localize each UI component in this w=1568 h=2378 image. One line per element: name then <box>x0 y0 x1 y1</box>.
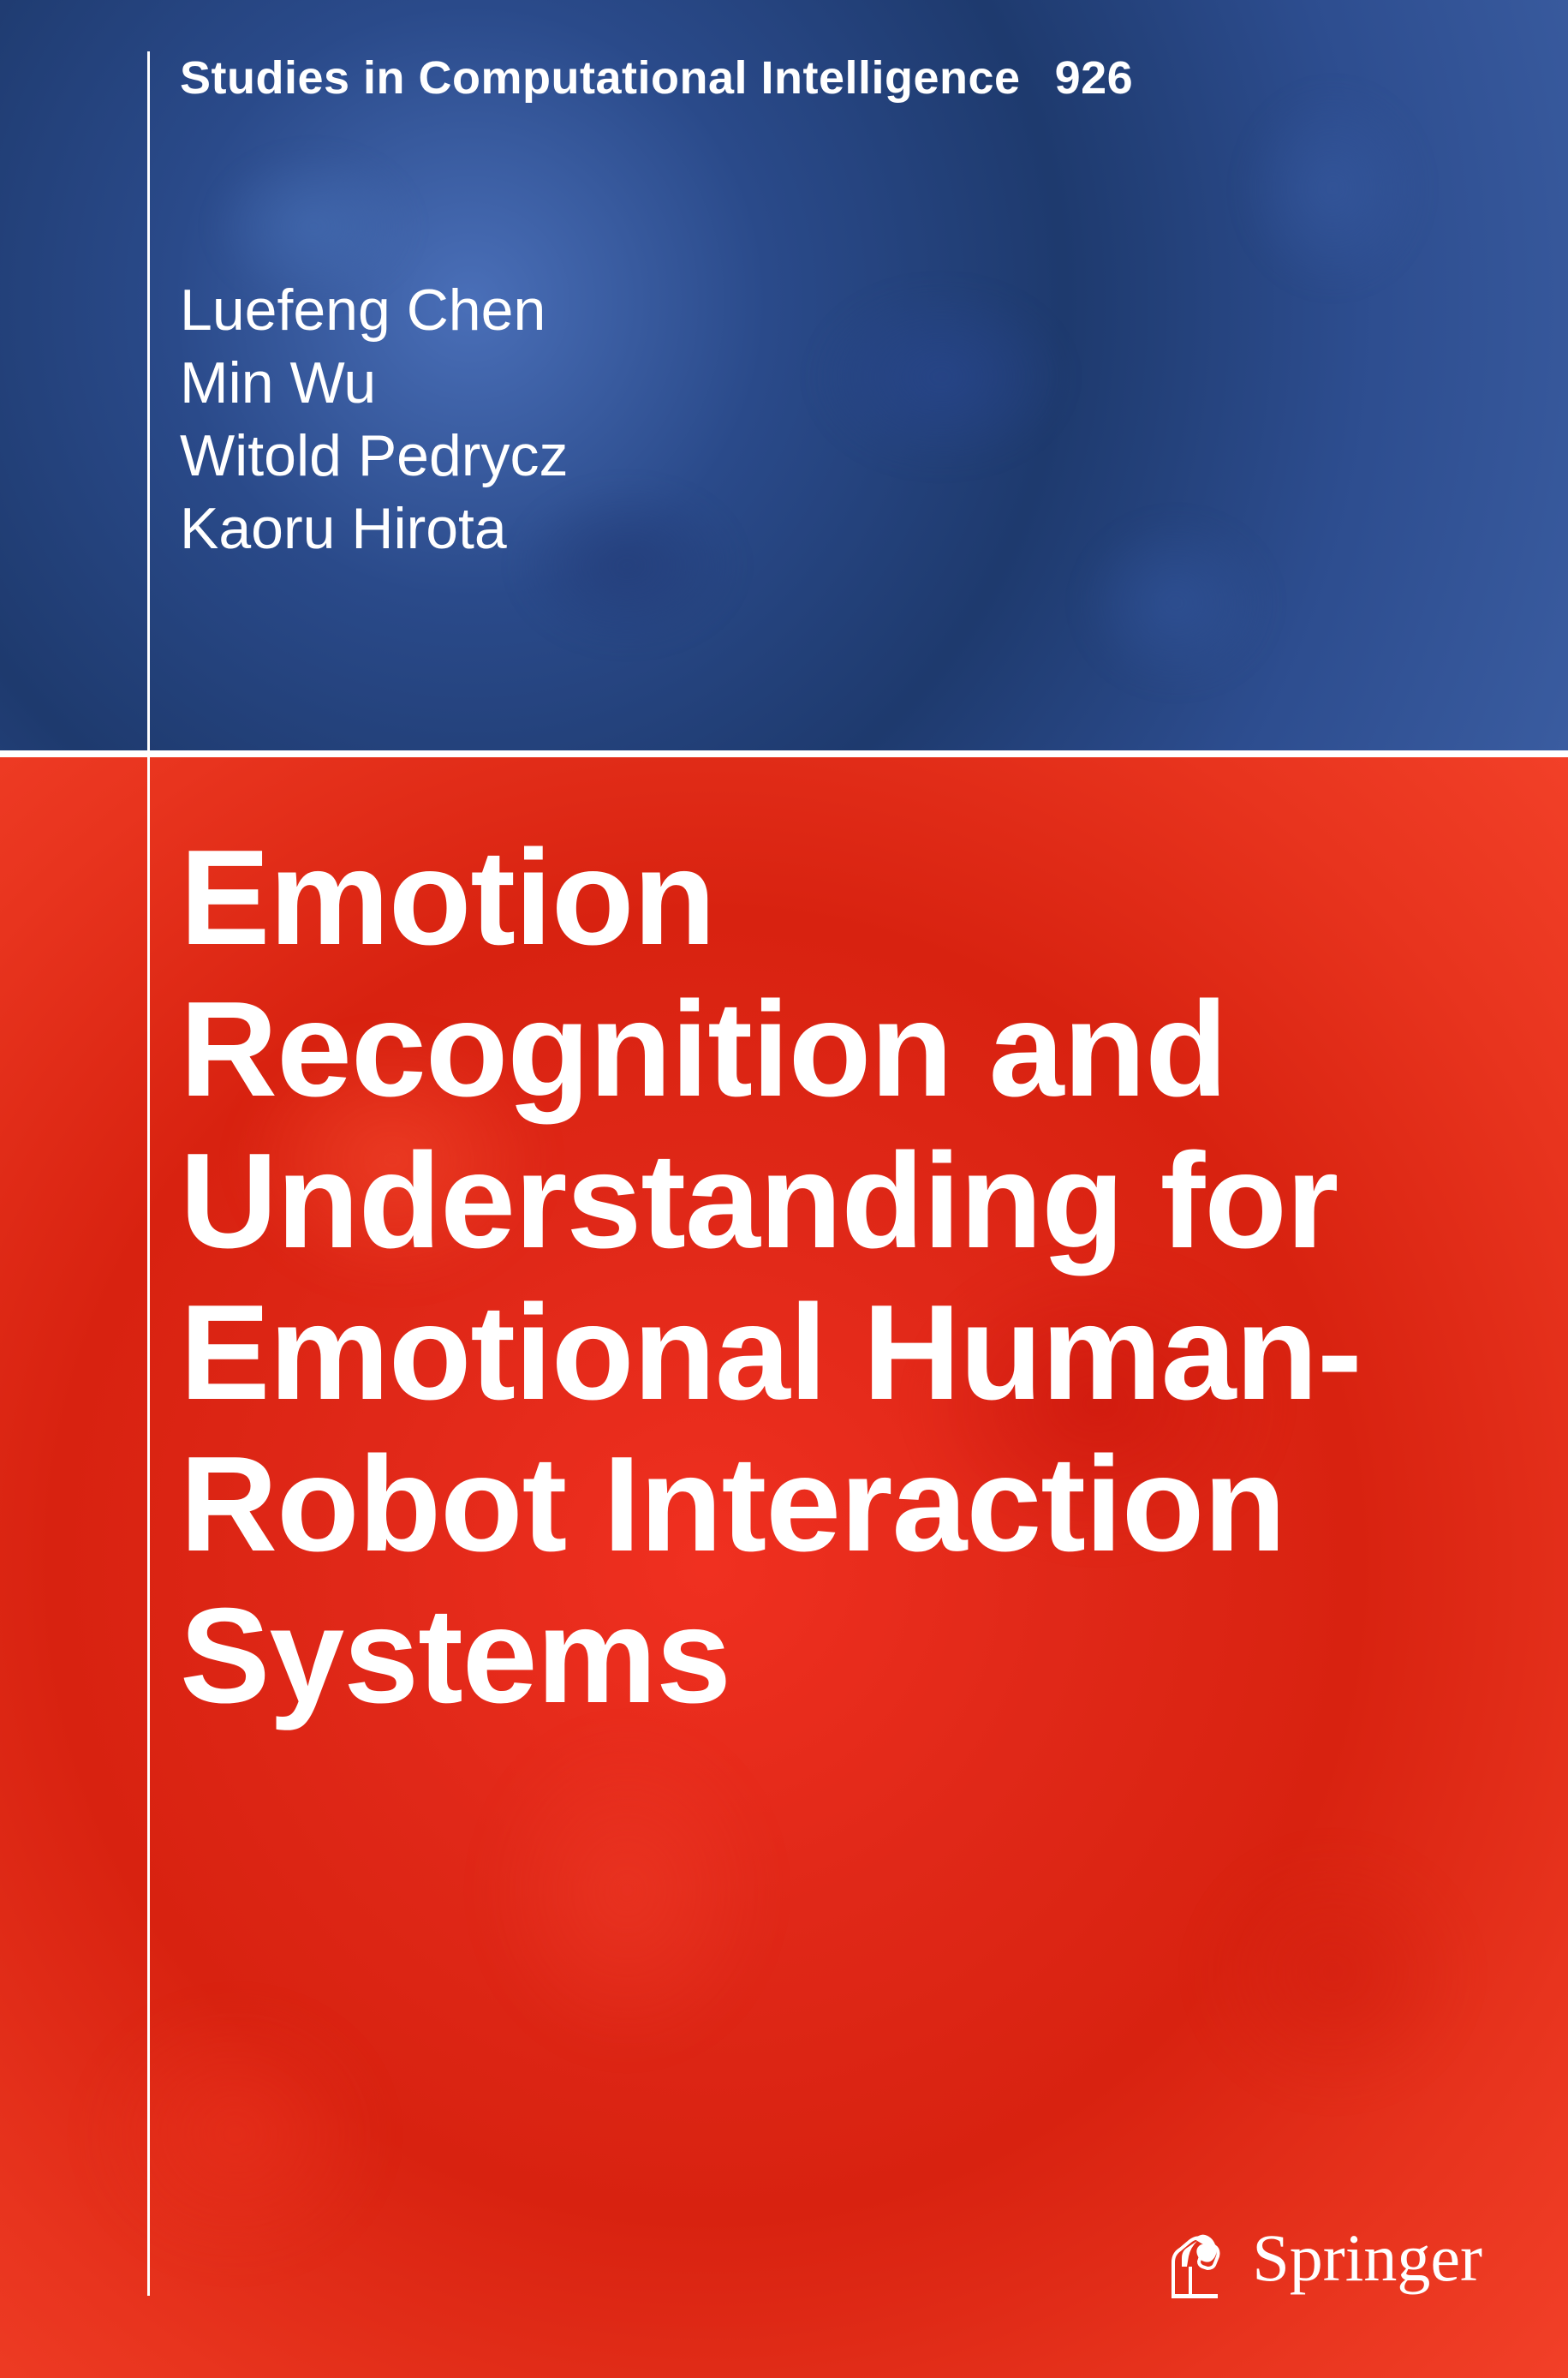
springer-horse-icon <box>1156 2215 1233 2301</box>
book-title: Emotion Recognition and Understanding fo… <box>180 822 1499 1732</box>
author-3: Witold Pedrycz <box>180 420 568 493</box>
book-cover: Studies in Computational Intelligence 926… <box>0 0 1568 2378</box>
vertical-rule <box>147 51 150 2296</box>
horizontal-divider <box>0 750 1568 757</box>
publisher-block: Springer <box>1156 2215 1482 2301</box>
series-name: Studies in Computational Intelligence <box>180 52 1021 104</box>
author-1: Luefeng Chen <box>180 274 568 347</box>
authors-block: Luefeng Chen Min Wu Witold Pedrycz Kaoru… <box>180 274 568 565</box>
series-bar: Studies in Computational Intelligence 926 <box>180 51 1133 105</box>
author-2: Min Wu <box>180 347 568 420</box>
publisher-name: Springer <box>1252 2220 1482 2297</box>
author-4: Kaoru Hirota <box>180 493 568 565</box>
series-number: 926 <box>1055 52 1134 104</box>
